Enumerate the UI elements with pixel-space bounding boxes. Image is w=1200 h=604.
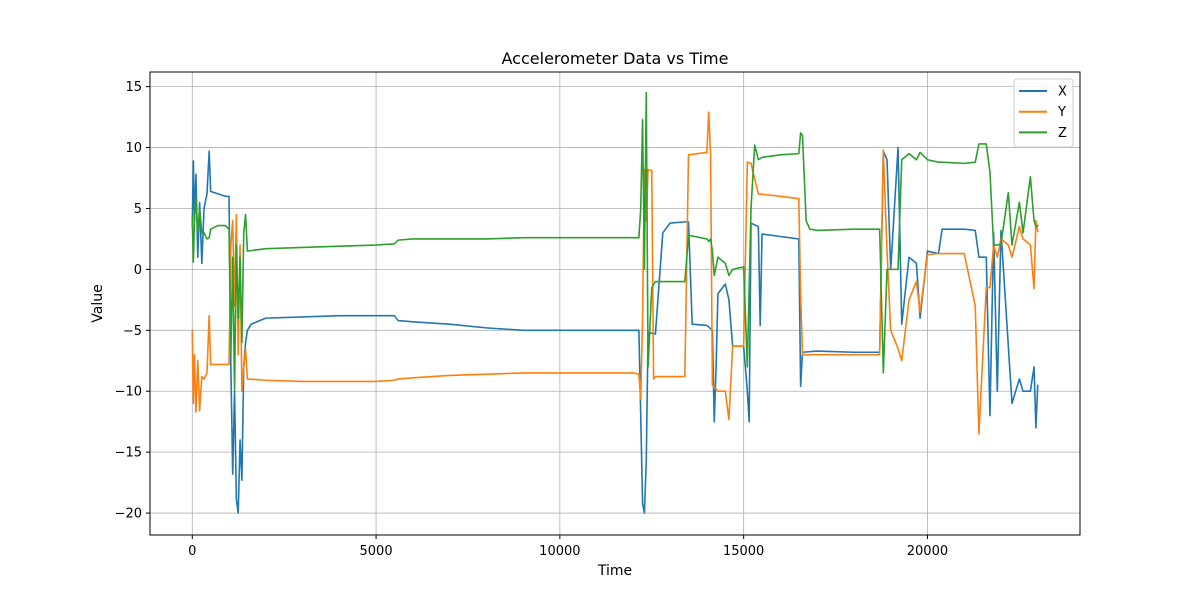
x-axis-label: Time (597, 563, 632, 579)
y-tick-label: 0 (134, 263, 142, 278)
y-tick-label: −20 (115, 507, 142, 522)
x-tick-label: 15000 (723, 544, 764, 559)
legend-label-z: Z (1058, 126, 1067, 141)
y-tick-label: 10 (125, 141, 142, 156)
series-line-y (191, 111, 1039, 435)
y-tick-label: 15 (125, 80, 142, 95)
chart-title: Accelerometer Data vs Time (502, 49, 729, 68)
legend-label-x: X (1058, 85, 1067, 100)
series-line-z (191, 91, 1039, 393)
legend: XYZ (1013, 78, 1074, 148)
x-tick-label: 10000 (539, 544, 580, 559)
series-line-x (191, 146, 1039, 514)
y-tick-label: −5 (123, 324, 142, 339)
y-tick-label: 5 (134, 202, 142, 217)
plot-frame (149, 71, 1081, 536)
axis-ticks: 0 5000 10000 15000 20000 −20 −15 −10 −5 0 5 10 15 (115, 80, 949, 559)
x-tick-label: 0 (188, 544, 196, 559)
x-tick-label: 20000 (907, 544, 948, 559)
legend-box (1013, 78, 1074, 148)
legend-label-y: Y (1057, 105, 1066, 120)
y-tick-label: −10 (115, 385, 142, 400)
y-tick-label: −15 (115, 446, 142, 461)
x-tick-label: 5000 (360, 544, 393, 559)
series-lines (191, 91, 1039, 514)
y-axis-label: Value (90, 284, 106, 322)
